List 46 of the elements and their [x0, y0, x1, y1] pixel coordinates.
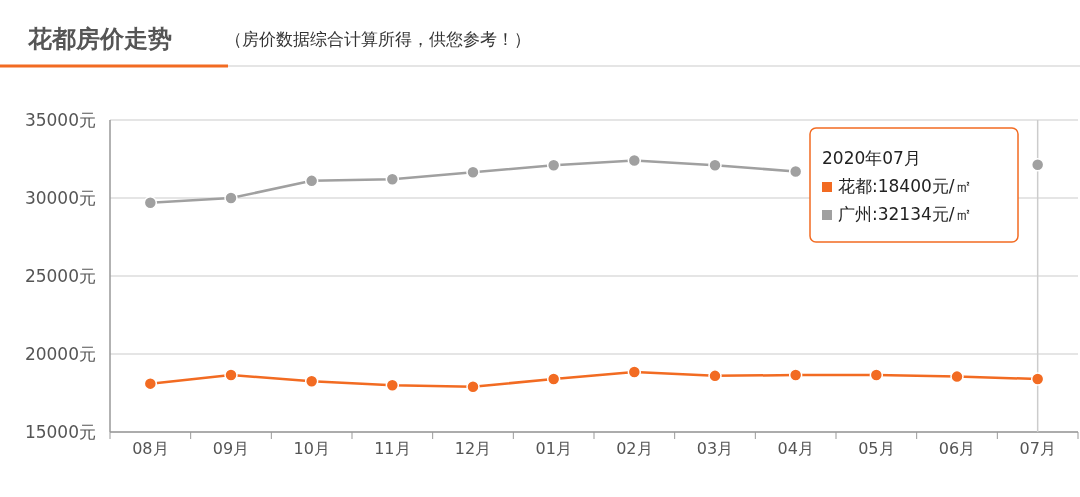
- annotation: :18400元/㎡: [872, 176, 972, 196]
- chart-title: 花都房价走势: [27, 25, 172, 53]
- x-tick-label: 06月: [938, 439, 976, 458]
- point: [546, 158, 561, 172]
- point: [304, 174, 319, 188]
- x-tick-label: 01月: [535, 439, 572, 458]
- point: [546, 372, 561, 386]
- x-tick-label: 04月: [777, 439, 814, 458]
- point: [304, 374, 319, 389]
- legend-title: 2020年07月: [822, 148, 921, 168]
- point: [466, 380, 480, 394]
- point: [1030, 157, 1045, 172]
- point: [143, 376, 158, 391]
- x-tick-label: 12月: [454, 439, 492, 458]
- point: [708, 158, 722, 172]
- x-tick-label: 02月: [616, 439, 653, 458]
- legend-label: 广州: [838, 204, 872, 224]
- y-tick-label: 35000元: [24, 109, 96, 130]
- legend-label: 花都: [838, 176, 872, 196]
- point: [385, 172, 400, 187]
- y-tick-label: 20000元: [24, 343, 96, 364]
- point: [788, 368, 803, 382]
- x-tick-label: 03月: [696, 439, 734, 458]
- x-tick-label: 05月: [858, 439, 895, 458]
- point: [143, 195, 158, 210]
- point: [224, 368, 238, 382]
- point: [627, 153, 642, 168]
- x-tick-label: 08月: [132, 439, 169, 458]
- x-tick-label: 09月: [212, 439, 250, 458]
- point: [466, 165, 480, 180]
- point: [708, 369, 722, 383]
- chart-subtitle: （房价数据综合计算所得，供您参考！）: [225, 29, 531, 49]
- point: [627, 365, 642, 379]
- y-tick-label: 30000元: [24, 187, 96, 208]
- point: [385, 378, 400, 392]
- x-tick-label: 07月: [1019, 439, 1056, 458]
- x-tick-label: 10月: [293, 439, 330, 458]
- point: [1030, 372, 1045, 386]
- point: [869, 368, 884, 382]
- point: [224, 191, 238, 205]
- point: [788, 164, 803, 179]
- y-tick-label: 15000元: [24, 421, 96, 442]
- annotation: :32134元/㎡: [872, 204, 972, 224]
- point: [950, 369, 964, 384]
- x-tick-label: 11月: [374, 439, 411, 458]
- y-tick-label: 25000元: [24, 265, 96, 286]
